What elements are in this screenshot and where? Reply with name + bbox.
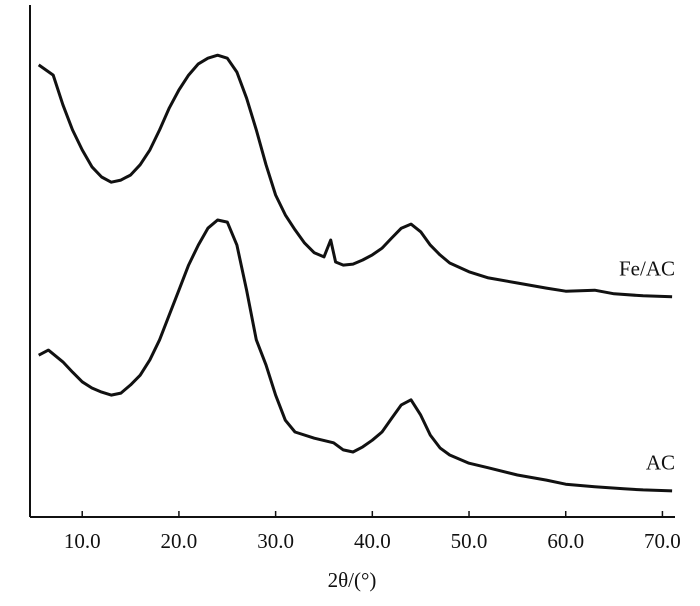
x-tick-label: 10.0 [64,529,101,553]
x-tick-label: 20.0 [161,529,198,553]
series-label: Fe/AC [619,257,675,281]
series-line [37,53,673,299]
series-label: AC [646,451,675,475]
x-tick-label: 50.0 [451,529,488,553]
x-tick-label: 70.0 [644,529,681,553]
series-line [38,218,673,493]
x-tick-label: 40.0 [354,529,391,553]
x-tick-label: 60.0 [547,529,584,553]
x-axis-label: 2θ/(°) [328,568,377,592]
x-tick-label: 30.0 [257,529,294,553]
